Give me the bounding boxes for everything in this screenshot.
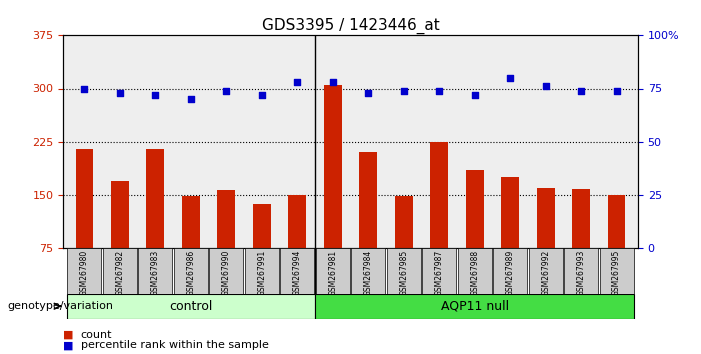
Bar — [599, 248, 634, 294]
Bar — [458, 248, 491, 294]
Point — [79, 86, 90, 91]
Bar — [395, 196, 413, 248]
Bar — [493, 248, 527, 294]
Point — [292, 79, 303, 85]
Text: genotype/variation: genotype/variation — [7, 301, 113, 311]
Text: GSM267988: GSM267988 — [470, 250, 479, 296]
Bar — [529, 248, 563, 294]
Text: GSM267992: GSM267992 — [541, 250, 550, 296]
Bar — [103, 248, 137, 294]
Text: GSM267991: GSM267991 — [257, 250, 266, 296]
Point — [434, 88, 445, 93]
Point — [576, 88, 587, 93]
Text: count: count — [81, 330, 112, 339]
Bar — [387, 248, 421, 294]
Text: ■: ■ — [63, 330, 74, 339]
Text: GSM267981: GSM267981 — [328, 250, 337, 296]
Bar — [501, 177, 519, 248]
Text: GSM267983: GSM267983 — [151, 250, 160, 296]
Point — [398, 88, 409, 93]
Bar — [351, 248, 386, 294]
Bar — [174, 248, 208, 294]
Text: GSM267990: GSM267990 — [222, 250, 231, 297]
Point — [256, 92, 267, 98]
Point — [150, 92, 161, 98]
Text: GSM267994: GSM267994 — [293, 250, 301, 297]
Text: GSM267995: GSM267995 — [612, 250, 621, 297]
Bar — [315, 294, 634, 319]
Text: GSM267980: GSM267980 — [80, 250, 89, 296]
Point — [469, 92, 480, 98]
Bar — [138, 248, 172, 294]
Bar — [466, 170, 484, 248]
Text: ■: ■ — [63, 340, 74, 350]
Text: GSM267986: GSM267986 — [186, 250, 196, 296]
Bar — [572, 189, 590, 248]
Text: GSM267984: GSM267984 — [364, 250, 373, 296]
Text: AQP11 null: AQP11 null — [441, 300, 509, 313]
Bar — [324, 85, 341, 248]
Point — [327, 79, 339, 85]
Title: GDS3395 / 1423446_at: GDS3395 / 1423446_at — [261, 18, 440, 34]
Bar — [76, 149, 93, 248]
Bar — [67, 294, 315, 319]
Bar — [217, 190, 235, 248]
Bar — [537, 188, 554, 248]
Bar — [147, 149, 164, 248]
Text: GSM267993: GSM267993 — [577, 250, 585, 297]
Bar — [182, 196, 200, 248]
Point — [114, 90, 125, 96]
Bar — [608, 195, 625, 248]
Bar — [111, 181, 129, 248]
Point — [362, 90, 374, 96]
Text: GSM267982: GSM267982 — [116, 250, 124, 296]
Text: GSM267989: GSM267989 — [505, 250, 515, 296]
Text: GSM267985: GSM267985 — [400, 250, 408, 296]
Point — [221, 88, 232, 93]
Bar — [280, 248, 314, 294]
Text: control: control — [169, 300, 212, 313]
Bar — [288, 195, 306, 248]
Bar — [360, 152, 377, 248]
Bar — [67, 248, 102, 294]
Point — [185, 96, 196, 102]
Bar — [245, 248, 279, 294]
Point — [505, 75, 516, 81]
Point — [540, 84, 551, 89]
Bar — [430, 142, 448, 248]
Bar — [564, 248, 598, 294]
Text: percentile rank within the sample: percentile rank within the sample — [81, 340, 268, 350]
Point — [611, 88, 622, 93]
Bar — [422, 248, 456, 294]
Bar — [210, 248, 243, 294]
Text: GSM267987: GSM267987 — [435, 250, 444, 296]
Bar — [253, 204, 271, 248]
Bar — [315, 248, 350, 294]
